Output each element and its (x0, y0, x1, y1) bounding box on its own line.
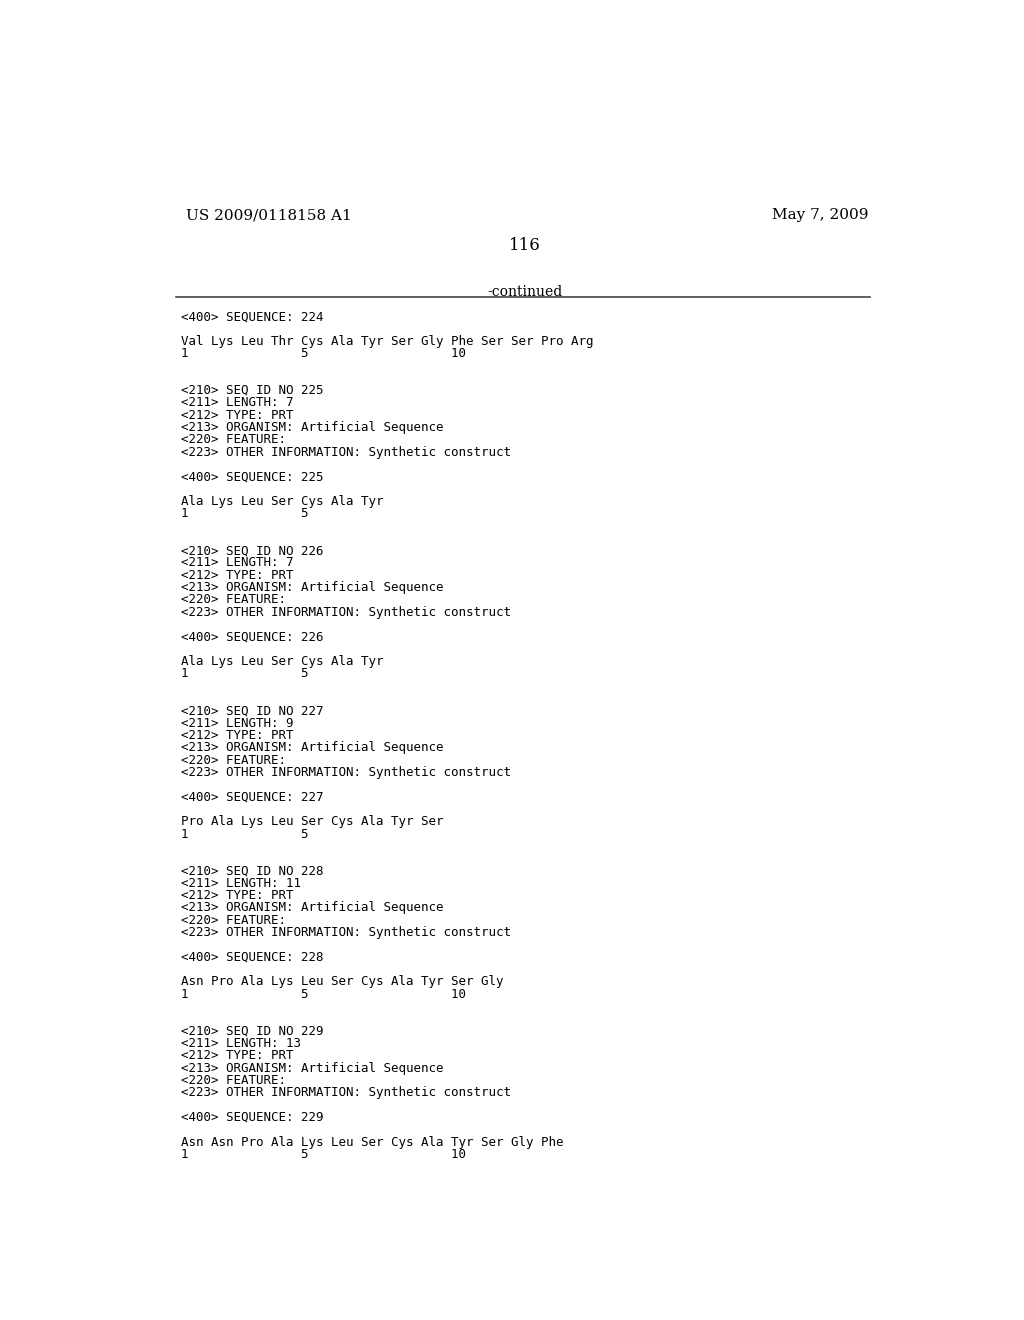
Text: Ala Lys Leu Ser Cys Ala Tyr: Ala Lys Leu Ser Cys Ala Tyr (180, 495, 383, 508)
Text: <212> TYPE: PRT: <212> TYPE: PRT (180, 569, 293, 582)
Text: Pro Ala Lys Leu Ser Cys Ala Tyr Ser: Pro Ala Lys Leu Ser Cys Ala Tyr Ser (180, 816, 443, 828)
Text: 1               5                   10: 1 5 10 (180, 1148, 466, 1160)
Text: <400> SEQUENCE: 224: <400> SEQUENCE: 224 (180, 310, 324, 323)
Text: <223> OTHER INFORMATION: Synthetic construct: <223> OTHER INFORMATION: Synthetic const… (180, 1086, 511, 1100)
Text: US 2009/0118158 A1: US 2009/0118158 A1 (186, 209, 352, 223)
Text: <213> ORGANISM: Artificial Sequence: <213> ORGANISM: Artificial Sequence (180, 581, 443, 594)
Text: <213> ORGANISM: Artificial Sequence: <213> ORGANISM: Artificial Sequence (180, 421, 443, 434)
Text: <210> SEQ ID NO 228: <210> SEQ ID NO 228 (180, 865, 324, 878)
Text: <210> SEQ ID NO 227: <210> SEQ ID NO 227 (180, 705, 324, 717)
Text: <212> TYPE: PRT: <212> TYPE: PRT (180, 729, 293, 742)
Text: <400> SEQUENCE: 226: <400> SEQUENCE: 226 (180, 631, 324, 643)
Text: 1               5                   10: 1 5 10 (180, 987, 466, 1001)
Text: <210> SEQ ID NO 226: <210> SEQ ID NO 226 (180, 544, 324, 557)
Text: 1               5: 1 5 (180, 828, 308, 841)
Text: <220> FEATURE:: <220> FEATURE: (180, 433, 286, 446)
Text: 1               5                   10: 1 5 10 (180, 347, 466, 360)
Text: <210> SEQ ID NO 229: <210> SEQ ID NO 229 (180, 1024, 324, 1038)
Text: <223> OTHER INFORMATION: Synthetic construct: <223> OTHER INFORMATION: Synthetic const… (180, 927, 511, 939)
Text: <223> OTHER INFORMATION: Synthetic construct: <223> OTHER INFORMATION: Synthetic const… (180, 446, 511, 458)
Text: <213> ORGANISM: Artificial Sequence: <213> ORGANISM: Artificial Sequence (180, 742, 443, 754)
Text: Val Lys Leu Thr Cys Ala Tyr Ser Gly Phe Ser Ser Pro Arg: Val Lys Leu Thr Cys Ala Tyr Ser Gly Phe … (180, 335, 593, 347)
Text: <213> ORGANISM: Artificial Sequence: <213> ORGANISM: Artificial Sequence (180, 902, 443, 915)
Text: <211> LENGTH: 11: <211> LENGTH: 11 (180, 876, 301, 890)
Text: Asn Pro Ala Lys Leu Ser Cys Ala Tyr Ser Gly: Asn Pro Ala Lys Leu Ser Cys Ala Tyr Ser … (180, 975, 503, 989)
Text: <211> LENGTH: 7: <211> LENGTH: 7 (180, 557, 293, 569)
Text: 1               5: 1 5 (180, 668, 308, 680)
Text: <220> FEATURE:: <220> FEATURE: (180, 754, 286, 767)
Text: <211> LENGTH: 7: <211> LENGTH: 7 (180, 396, 293, 409)
Text: <210> SEQ ID NO 225: <210> SEQ ID NO 225 (180, 384, 324, 397)
Text: <212> TYPE: PRT: <212> TYPE: PRT (180, 1049, 293, 1063)
Text: 116: 116 (509, 238, 541, 253)
Text: Asn Asn Pro Ala Lys Leu Ser Cys Ala Tyr Ser Gly Phe: Asn Asn Pro Ala Lys Leu Ser Cys Ala Tyr … (180, 1135, 563, 1148)
Text: 1               5: 1 5 (180, 507, 308, 520)
Text: <211> LENGTH: 9: <211> LENGTH: 9 (180, 717, 293, 730)
Text: <220> FEATURE:: <220> FEATURE: (180, 913, 286, 927)
Text: <400> SEQUENCE: 227: <400> SEQUENCE: 227 (180, 791, 324, 804)
Text: <220> FEATURE:: <220> FEATURE: (180, 1074, 286, 1086)
Text: <400> SEQUENCE: 229: <400> SEQUENCE: 229 (180, 1111, 324, 1123)
Text: <213> ORGANISM: Artificial Sequence: <213> ORGANISM: Artificial Sequence (180, 1061, 443, 1074)
Text: <212> TYPE: PRT: <212> TYPE: PRT (180, 890, 293, 902)
Text: <211> LENGTH: 13: <211> LENGTH: 13 (180, 1038, 301, 1049)
Text: -continued: -continued (487, 285, 562, 300)
Text: <220> FEATURE:: <220> FEATURE: (180, 594, 286, 606)
Text: <223> OTHER INFORMATION: Synthetic construct: <223> OTHER INFORMATION: Synthetic const… (180, 766, 511, 779)
Text: <223> OTHER INFORMATION: Synthetic construct: <223> OTHER INFORMATION: Synthetic const… (180, 606, 511, 619)
Text: <400> SEQUENCE: 225: <400> SEQUENCE: 225 (180, 470, 324, 483)
Text: Ala Lys Leu Ser Cys Ala Tyr: Ala Lys Leu Ser Cys Ala Tyr (180, 655, 383, 668)
Text: <400> SEQUENCE: 228: <400> SEQUENCE: 228 (180, 950, 324, 964)
Text: <212> TYPE: PRT: <212> TYPE: PRT (180, 409, 293, 421)
Text: May 7, 2009: May 7, 2009 (772, 209, 868, 223)
